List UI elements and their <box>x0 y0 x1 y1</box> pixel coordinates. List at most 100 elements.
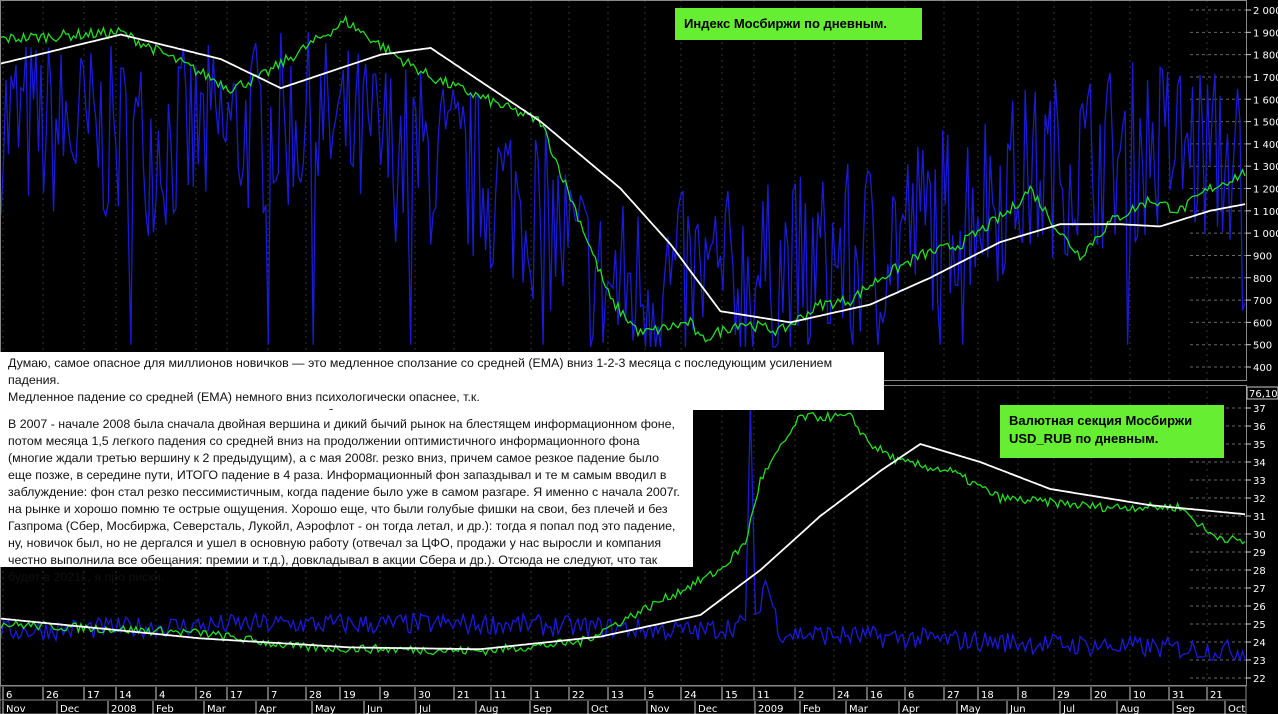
x-month-label: Feb <box>156 704 174 714</box>
y-tick-label: 31 <box>1253 512 1266 523</box>
x-month-label: Aug <box>479 704 499 714</box>
x-month-label: Aug <box>1120 704 1140 714</box>
x-day-label: 21 <box>1210 690 1223 701</box>
x-day-label: 16 <box>870 690 883 701</box>
x-month-label: Dec <box>698 704 717 714</box>
y-tick-label: 24 <box>1253 638 1266 649</box>
top-panel-series <box>0 14 1246 348</box>
x-day-label: 13 <box>611 690 624 701</box>
y-tick-label: 1 300 <box>1253 162 1278 173</box>
y-tick-label: 28 <box>1253 566 1266 577</box>
bottom-label-line2: USD_RUB по дневным. <box>1009 431 1159 446</box>
x-month-label: May <box>315 704 336 714</box>
x-day-label: 22 <box>572 690 585 701</box>
y-tick-label: 34 <box>1253 458 1266 469</box>
x-day-label: 20 <box>1094 690 1107 701</box>
y-tick-label: 25 <box>1253 620 1266 631</box>
x-month-label: Apr <box>259 704 277 714</box>
note2-text: В 2007 - начале 2008 была сначала двойна… <box>8 417 680 584</box>
x-day-label: 18 <box>981 690 994 701</box>
y-tick-label: 700 <box>1253 296 1272 307</box>
y-tick-label: 1 600 <box>1253 95 1278 106</box>
x-month-label: Nov <box>650 704 670 714</box>
x-day-label: 8 <box>1021 690 1027 701</box>
x-day-label: 1 <box>534 690 540 701</box>
corner-value-box <box>1246 386 1278 400</box>
y-tick-label: 33 <box>1253 476 1266 487</box>
x-day-label: 17 <box>87 690 100 701</box>
x-month-label: Jun <box>1009 704 1026 714</box>
annotation-note-2008: В 2007 - начале 2008 была сначала двойна… <box>0 410 693 584</box>
x-month-label: Mar <box>849 704 869 714</box>
y-tick-label: 1 700 <box>1253 73 1278 84</box>
y-tick-label: 30 <box>1253 530 1266 541</box>
y-tick-label: 32 <box>1253 494 1266 505</box>
top-panel-label-text: Индекс Мосбиржи по дневным. <box>684 16 888 31</box>
corner-value: 76,102 <box>1249 389 1278 400</box>
x-day-label: 9 <box>383 690 389 701</box>
x-day-label: 26 <box>46 690 59 701</box>
y-tick-label: 27 <box>1253 584 1266 595</box>
y-tick-label: 29 <box>1253 548 1266 559</box>
x-month-label: Oct <box>1228 704 1245 714</box>
note1-line: Медленное падение со средней (EMA) немно… <box>8 390 480 404</box>
bottom-oscillator-line <box>0 406 1246 663</box>
top-ema-line <box>0 33 1246 324</box>
bottom-ema-line <box>0 443 1246 651</box>
x-month-label: Dec <box>60 704 79 714</box>
y-tick-label: 2 000 <box>1253 6 1278 17</box>
x-month-label: Nov <box>6 704 26 714</box>
x-day-label: 21 <box>457 690 470 701</box>
x-month-label: Oct <box>591 704 608 714</box>
x-day-label: 15 <box>725 690 738 701</box>
y-tick-label: 26 <box>1253 602 1266 613</box>
x-day-label: 14 <box>119 690 132 701</box>
x-day-label: 7 <box>271 690 277 701</box>
y-tick-label: 23 <box>1253 656 1266 667</box>
top-oscillator-line <box>0 32 1246 348</box>
x-day-label: 26 <box>199 690 212 701</box>
y-tick-label: 37 <box>1253 404 1266 415</box>
x-day-label: 5 <box>648 690 654 701</box>
x-month-label: Jul <box>418 704 431 714</box>
x-day-label: 28 <box>309 690 322 701</box>
x-day-label: 19 <box>343 690 356 701</box>
x-day-label: 4 <box>159 690 165 701</box>
y-tick-label: 1 100 <box>1253 207 1278 218</box>
y-tick-label: 36 <box>1253 422 1266 433</box>
x-day-label: 17 <box>230 690 243 701</box>
x-day-label: 27 <box>947 690 960 701</box>
annotation-note-ema: Думаю, самое опасное для миллионов нович… <box>0 352 884 421</box>
y-tick-label: 1 500 <box>1253 118 1278 129</box>
x-day-label: 24 <box>837 690 850 701</box>
x-day-label: 10 <box>1133 690 1146 701</box>
x-month-label: Sep <box>1176 704 1195 714</box>
x-month-label: Sep <box>533 704 552 714</box>
y-tick-label: 1 000 <box>1253 229 1278 240</box>
y-tick-label: 1 200 <box>1253 185 1278 196</box>
bottom-price-line <box>0 410 1246 657</box>
x-day-label: 2 <box>798 690 804 701</box>
y-tick-label: 500 <box>1253 341 1272 352</box>
y-tick-label: 900 <box>1253 251 1272 262</box>
panel-frame <box>0 0 1247 381</box>
x-month-label: Mar <box>207 704 227 714</box>
y-tick-label: 800 <box>1253 274 1272 285</box>
bottom-label-line1: Валютная секция Мосбиржи <box>1009 413 1193 428</box>
x-day-label: 30 <box>418 690 431 701</box>
x-day-label: 6 <box>6 690 12 701</box>
x-day-label: 24 <box>684 690 697 701</box>
y-tick-label: 1 400 <box>1253 140 1278 151</box>
bottom-panel-label: Валютная секция Мосбиржи USD_RUB по днев… <box>1000 405 1224 458</box>
bottom-panel-series <box>0 406 1246 663</box>
x-month-label: 2008 <box>111 704 136 714</box>
y-tick-label: 1 800 <box>1253 51 1278 62</box>
x-month-label: Jul <box>1062 704 1075 714</box>
y-tick-label: 35 <box>1253 440 1266 451</box>
x-day-label: 6 <box>908 690 914 701</box>
y-tick-label: 1 900 <box>1253 28 1278 39</box>
note1-line: Думаю, самое опасное для миллионов нович… <box>8 356 833 387</box>
x-month-label: Feb <box>803 704 821 714</box>
x-day-label: 11 <box>494 690 507 701</box>
